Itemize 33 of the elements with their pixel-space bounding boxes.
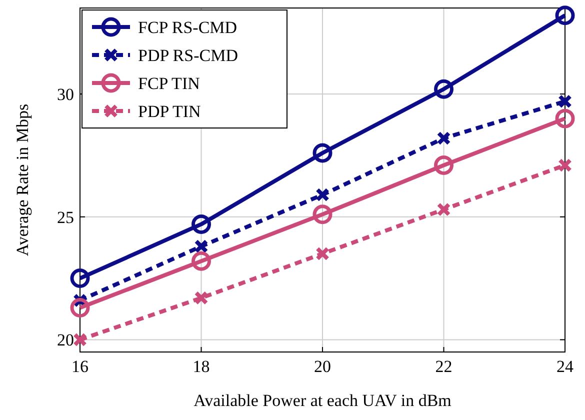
x-tick-label: 16 [72, 357, 88, 376]
x-axis-title: Available Power at each UAV in dBm [194, 391, 452, 410]
point [434, 79, 454, 99]
point [194, 239, 208, 254]
x-tick-label: 18 [192, 357, 210, 376]
y-tick-label: 25 [57, 208, 74, 227]
point [73, 332, 87, 347]
legend-label: FCP RS-CMD [138, 18, 238, 37]
y-tick-label: 20 [57, 330, 74, 350]
point [555, 6, 575, 26]
point [558, 158, 572, 172]
y-axis-title: Average Rate in Mbps [13, 104, 32, 256]
point [312, 204, 332, 224]
point [436, 131, 451, 146]
point [70, 268, 90, 288]
legend-label: PDP TIN [138, 102, 201, 121]
point [312, 143, 332, 163]
x-tick-label: 20 [314, 357, 331, 376]
point [558, 94, 572, 108]
y-tick-label: 30 [57, 85, 74, 104]
point [316, 188, 330, 202]
legend-label: FCP TIN [138, 74, 200, 93]
point [192, 214, 211, 234]
point [70, 298, 90, 318]
point [555, 108, 575, 128]
x-tick-label: 22 [435, 357, 452, 376]
point [192, 251, 211, 271]
point [194, 290, 208, 305]
point [436, 202, 451, 216]
point [434, 156, 454, 176]
x-tick-label: 24 [556, 357, 574, 376]
point [316, 246, 330, 261]
legend-label: PDP RS-CMD [138, 46, 238, 65]
